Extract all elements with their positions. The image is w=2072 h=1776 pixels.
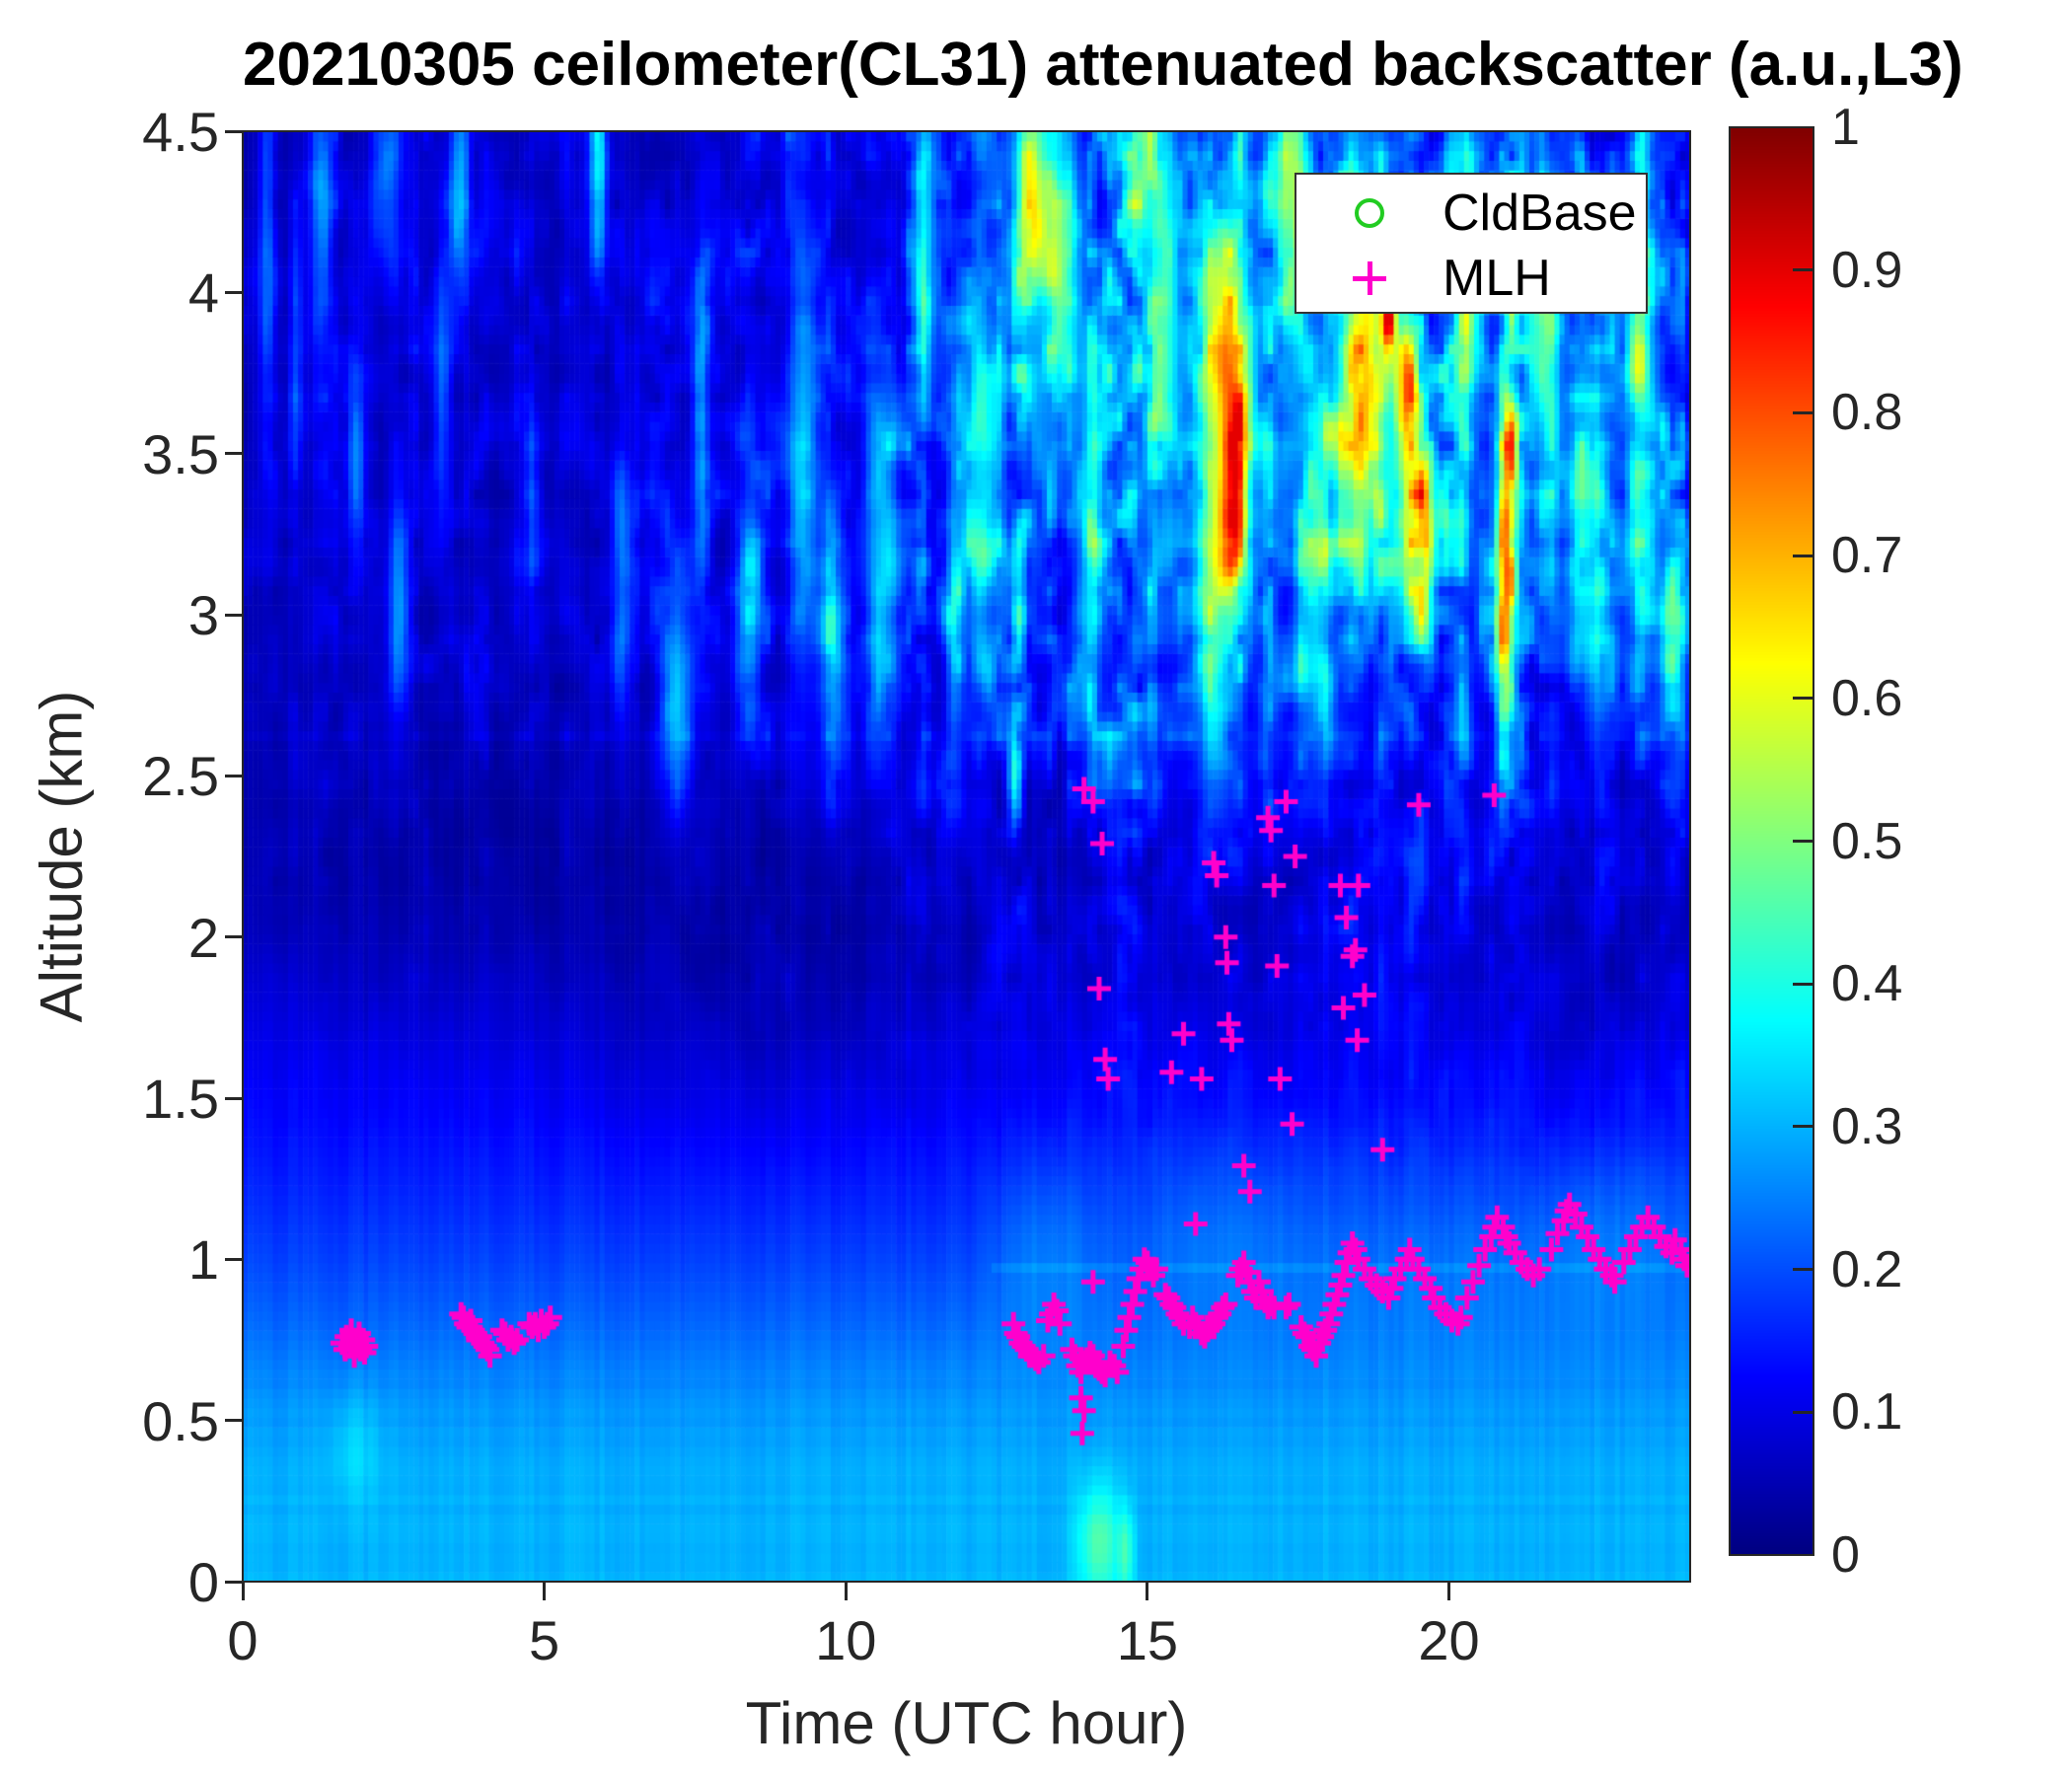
y-tick-mark <box>225 774 243 777</box>
legend: CldBase MLH <box>1295 173 1648 314</box>
legend-item-cldbase: CldBase <box>1296 181 1646 246</box>
y-tick-label: 3 <box>187 584 219 646</box>
colorbar-tick-mark <box>1793 268 1813 272</box>
colorbar-tick-mark <box>1793 1268 1813 1272</box>
y-tick-label: 0.5 <box>142 1389 219 1452</box>
colorbar-tick-mark <box>1793 697 1813 701</box>
colorbar-tick-label: 0.2 <box>1831 1240 1903 1298</box>
colorbar-tick-label: 0.3 <box>1831 1097 1903 1155</box>
x-axis-label: Time (UTC hour) <box>745 1690 1188 1756</box>
y-tick-mark <box>225 1419 243 1423</box>
y-tick-label: 2 <box>187 906 219 969</box>
legend-label-mlh: MLH <box>1443 250 1551 307</box>
y-tick-label: 0 <box>187 1551 219 1613</box>
colorbar-tick-mark <box>1793 840 1813 843</box>
colorbar-tick-mark <box>1793 982 1813 986</box>
x-tick-mark <box>1146 1583 1149 1600</box>
colorbar-tick-label: 0.9 <box>1831 241 1903 299</box>
colorbar-tick-mark <box>1793 410 1813 414</box>
y-tick-mark <box>225 129 243 133</box>
x-tick-mark <box>241 1583 245 1600</box>
chart-title: 20210305 ceilometer(CL31) attenuated bac… <box>243 31 1963 99</box>
x-tick-mark <box>1447 1583 1450 1600</box>
colorbar-tick-label: 1 <box>1831 99 1860 156</box>
colorbar-tick-label: 0.6 <box>1831 669 1903 727</box>
y-tick-mark <box>225 1096 243 1100</box>
cldbase-circle-icon <box>1355 198 1384 228</box>
y-tick-mark <box>225 290 243 294</box>
y-tick-label: 1 <box>187 1228 219 1292</box>
y-tick-mark <box>225 452 243 456</box>
colorbar-tick-label: 0.1 <box>1831 1383 1903 1442</box>
x-tick-label: 5 <box>529 1609 560 1671</box>
y-tick-label: 2.5 <box>142 745 219 808</box>
legend-item-mlh: MLH <box>1296 246 1646 311</box>
colorbar-tick-mark <box>1793 1410 1813 1414</box>
legend-label-cldbase: CldBase <box>1443 185 1637 242</box>
colorbar-tick-label: 0.4 <box>1831 955 1903 1013</box>
colorbar-tick-label: 0.7 <box>1831 527 1903 585</box>
y-axis-label: Altitude (km) <box>28 690 95 1023</box>
y-tick-mark <box>225 1257 243 1261</box>
x-tick-mark <box>844 1583 848 1600</box>
y-tick-label: 1.5 <box>142 1068 219 1130</box>
colorbar-tick-mark <box>1793 1125 1813 1129</box>
y-tick-mark <box>225 1580 243 1584</box>
colorbar-tick-label: 0 <box>1831 1526 1860 1584</box>
y-tick-label: 3.5 <box>142 422 219 485</box>
y-tick-label: 4.5 <box>142 101 219 163</box>
x-tick-label: 0 <box>227 1609 259 1671</box>
x-tick-label: 15 <box>1116 1609 1179 1671</box>
x-tick-mark <box>543 1583 547 1600</box>
y-tick-mark <box>225 613 243 617</box>
y-tick-label: 4 <box>187 261 219 325</box>
colorbar-tick-mark <box>1793 554 1813 557</box>
mlh-plus-icon <box>1353 261 1386 295</box>
heatmap-canvas <box>243 131 1690 1582</box>
colorbar-tick-label: 0.8 <box>1831 384 1903 442</box>
y-tick-mark <box>225 935 243 939</box>
x-tick-label: 20 <box>1418 1609 1480 1671</box>
colorbar-tick-label: 0.5 <box>1831 812 1903 870</box>
x-tick-label: 10 <box>815 1609 877 1671</box>
